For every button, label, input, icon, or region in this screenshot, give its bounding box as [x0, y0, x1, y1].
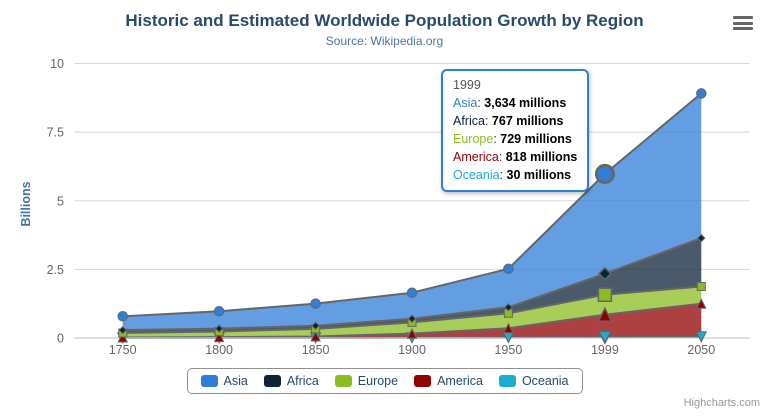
x-axis-label: 2050: [687, 343, 715, 357]
legend-item-america[interactable]: America: [414, 374, 483, 388]
legend-swatch-icon: [414, 375, 432, 387]
area-america: [122, 303, 702, 338]
x-axis-label: 1750: [109, 343, 137, 357]
marker-asia-1900[interactable]: [406, 287, 418, 298]
legend-item-africa[interactable]: Africa: [263, 374, 319, 388]
legend: Asia Africa Europe America Oceania: [186, 368, 583, 394]
marker-america-1900[interactable]: [406, 327, 418, 339]
legend-item-asia[interactable]: Asia: [200, 374, 248, 388]
legend-label: Africa: [286, 374, 319, 388]
legend-item-oceania[interactable]: Oceania: [498, 374, 569, 388]
marker-america-1800[interactable]: [213, 331, 225, 343]
y-axis-label: 2.5: [47, 263, 64, 277]
marker-africa-1750[interactable]: [118, 325, 127, 335]
marker-asia-1950[interactable]: [503, 263, 514, 275]
y-axis-title: Billions: [19, 181, 33, 226]
chart-title: Historic and Estimated Worldwide Populat…: [125, 11, 644, 30]
marker-asia-2050[interactable]: [696, 88, 707, 99]
x-axis-label: 1999: [591, 343, 619, 357]
marker-america-1950[interactable]: [503, 322, 514, 334]
hamburger-icon: [733, 16, 753, 19]
y-axis-label: 0: [57, 332, 64, 346]
legend-swatch-icon: [263, 375, 281, 387]
credits-link[interactable]: Highcharts.com: [683, 397, 760, 409]
y-axis-label: 7.5: [47, 126, 64, 140]
hamburger-icon: [733, 27, 753, 30]
legend-label: Oceania: [521, 374, 569, 388]
x-axis-label: 1800: [205, 343, 233, 357]
marker-america-2050[interactable]: [695, 298, 707, 309]
marker-asia-1750[interactable]: [117, 311, 128, 322]
marker-america-1999[interactable]: [597, 306, 613, 322]
area-asia: [122, 93, 702, 331]
legend-swatch-icon: [498, 375, 516, 387]
marker-america-1850[interactable]: [310, 330, 321, 342]
marker-africa-1999[interactable]: [597, 266, 612, 281]
marker-africa-2050[interactable]: [697, 233, 706, 243]
legend-label: Asia: [223, 374, 248, 388]
legend-label: America: [437, 374, 483, 388]
marker-asia-1850[interactable]: [310, 298, 321, 309]
y-axis-label: 10: [50, 57, 64, 71]
marker-africa-1850[interactable]: [311, 321, 320, 331]
legend-label: Europe: [357, 374, 399, 388]
marker-oceania-1999[interactable]: [597, 330, 613, 345]
y-axis-label: 5: [57, 194, 64, 208]
x-axis-label: 1950: [494, 343, 522, 357]
legend-swatch-icon: [334, 375, 352, 387]
marker-europe-2050[interactable]: [696, 282, 706, 291]
legend-swatch-icon: [200, 375, 218, 387]
legend-item-europe[interactable]: Europe: [334, 374, 399, 388]
marker-asia-1999[interactable]: [594, 163, 615, 184]
marker-oceania-2050[interactable]: [695, 331, 708, 343]
marker-africa-1800[interactable]: [214, 324, 224, 333]
x-axis-label: 1900: [398, 343, 426, 357]
x-axis-label: 1850: [302, 343, 330, 357]
area-africa: [122, 238, 702, 333]
marker-africa-1950[interactable]: [504, 303, 513, 312]
marker-europe-1999[interactable]: [597, 287, 613, 302]
chart-subtitle: Source: Wikipedia.org: [325, 34, 444, 48]
context-menu-button[interactable]: [733, 16, 753, 30]
marker-asia-1800[interactable]: [213, 305, 225, 317]
marker-africa-1900[interactable]: [407, 314, 417, 323]
hamburger-icon: [733, 21, 753, 25]
